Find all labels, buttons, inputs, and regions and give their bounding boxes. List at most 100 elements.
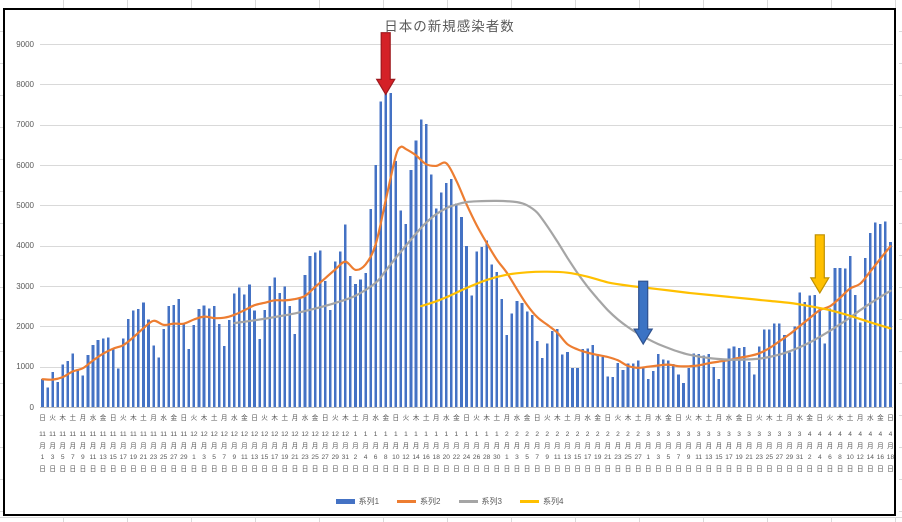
legend-item-系列1[interactable]: 系列1 bbox=[335, 496, 380, 507]
bar bbox=[480, 246, 483, 407]
bar bbox=[540, 357, 544, 407]
bar bbox=[576, 368, 579, 407]
blue-down-arrow[interactable] bbox=[633, 280, 654, 346]
bar bbox=[288, 306, 292, 407]
bar bbox=[460, 216, 463, 407]
bar bbox=[672, 364, 675, 407]
bar bbox=[641, 367, 645, 407]
bar bbox=[414, 140, 418, 407]
bar bbox=[455, 203, 458, 407]
chart-object[interactable]: 日本の新規感染者数 bbox=[3, 8, 896, 516]
bar bbox=[268, 286, 271, 407]
bar bbox=[91, 344, 95, 407]
legend-item-系列2[interactable]: 系列2 bbox=[397, 496, 441, 507]
bar bbox=[278, 292, 282, 407]
bar bbox=[313, 252, 317, 407]
bar bbox=[879, 224, 882, 407]
bar bbox=[551, 330, 554, 407]
x-tick-label: 火 11 月 3 日 bbox=[49, 415, 57, 473]
bar bbox=[768, 329, 771, 407]
bar bbox=[808, 295, 812, 407]
bar bbox=[657, 353, 660, 407]
bar bbox=[142, 302, 145, 407]
bar bbox=[308, 256, 312, 407]
bar bbox=[243, 294, 246, 407]
legend-line-swatch bbox=[397, 500, 417, 503]
bar bbox=[394, 161, 398, 407]
bar bbox=[318, 250, 322, 407]
bar bbox=[651, 371, 655, 407]
bar bbox=[465, 246, 468, 407]
bar bbox=[621, 369, 625, 407]
y-tick-label: 7000 bbox=[16, 120, 34, 130]
chart-title[interactable]: 日本の新規感染者数 bbox=[384, 19, 515, 34]
gold-down-arrow[interactable] bbox=[809, 234, 830, 295]
red-down-arrow[interactable] bbox=[375, 32, 396, 96]
bar bbox=[566, 352, 569, 407]
legend-item-系列3[interactable]: 系列3 bbox=[458, 496, 502, 507]
bar bbox=[556, 329, 559, 407]
bar bbox=[81, 375, 85, 407]
legend-label: 系列4 bbox=[542, 497, 564, 506]
x-tick-label: 月 11 月 23 日 bbox=[149, 415, 158, 473]
x-tick-label: 水 11 月 11 日 bbox=[89, 415, 97, 473]
bar bbox=[843, 268, 847, 407]
bar bbox=[732, 346, 736, 407]
legend-item-系列4[interactable]: 系列4 bbox=[519, 496, 564, 507]
bar bbox=[429, 174, 433, 407]
y-tick-label: 8000 bbox=[16, 79, 34, 89]
bar bbox=[137, 309, 140, 407]
x-tick-label: 水 12 月 9 日 bbox=[230, 415, 238, 473]
x-tick-label: 火 12 月 15 日 bbox=[260, 415, 269, 473]
bar bbox=[369, 208, 372, 407]
legend[interactable]: 系列1 系列2 系列3 系列4 bbox=[3, 496, 896, 507]
x-tick-label: 月 12 月 7 日 bbox=[220, 415, 228, 473]
x-tick-label: 土 12 月 5 日 bbox=[210, 415, 218, 473]
y-tick-label: 3000 bbox=[16, 281, 34, 291]
bar bbox=[626, 363, 630, 407]
bar bbox=[798, 292, 801, 407]
bar bbox=[71, 353, 75, 407]
bar bbox=[76, 369, 80, 407]
x-tick-label: 金 11 月 27 日 bbox=[170, 415, 178, 473]
y-tick-label: 6000 bbox=[16, 160, 34, 170]
bar bbox=[293, 334, 297, 407]
bar bbox=[207, 308, 211, 407]
bar bbox=[212, 305, 216, 407]
y-tick-label: 5000 bbox=[16, 200, 34, 210]
legend-label: 系列1 bbox=[358, 497, 380, 506]
series2-line[interactable] bbox=[41, 145, 892, 381]
bar bbox=[303, 275, 307, 407]
x-tick-label: 木 12 月 17 日 bbox=[271, 415, 279, 473]
bar bbox=[344, 224, 347, 407]
bar bbox=[152, 345, 155, 407]
series3-line[interactable] bbox=[233, 199, 892, 361]
x-tick-label: 火 12 月 29 日 bbox=[331, 415, 339, 473]
x-tick-label: 日 12 月 27 日 bbox=[321, 415, 329, 473]
legend-label: 系列2 bbox=[420, 497, 441, 506]
bar bbox=[828, 308, 832, 407]
x-tick-label: 月 11 月 9 日 bbox=[79, 415, 87, 473]
y-tick-label: 2000 bbox=[16, 321, 34, 331]
bar bbox=[818, 307, 822, 407]
bar bbox=[646, 378, 650, 407]
bar bbox=[505, 334, 509, 407]
bar-series[interactable] bbox=[41, 89, 892, 408]
bar bbox=[359, 279, 362, 407]
bar bbox=[692, 353, 695, 407]
